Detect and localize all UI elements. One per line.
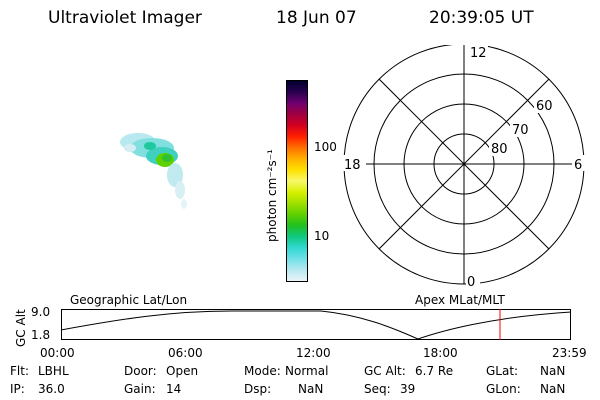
- colorbar-unit-label: photon cm⁻²s⁻¹: [265, 149, 279, 242]
- status-door-label: Door:: [124, 364, 157, 378]
- status-glon-value: NaN: [540, 382, 566, 396]
- observation-date: 18 Jun 07: [276, 8, 357, 28]
- polar-label-12: 12: [470, 46, 487, 61]
- status-gain-value: 14: [166, 382, 182, 396]
- status-seq-label: Seq:: [364, 382, 391, 396]
- timeline-x-tick-0600: 06:00: [168, 346, 203, 360]
- status-glat-label: GLat:: [486, 364, 519, 378]
- status-mode-label: Mode:: [244, 364, 281, 378]
- auroral-image: [120, 133, 187, 209]
- polar-diagonal-2: [378, 78, 550, 250]
- altitude-timeline: [61, 309, 572, 340]
- status-ip-label: IP:: [10, 382, 25, 396]
- aurora-blob: [120, 133, 187, 209]
- altitude-curve: [61, 310, 572, 340]
- status-flt-value: LBHL: [38, 364, 69, 378]
- timeline-x-tick-0000: 00:00: [40, 346, 75, 360]
- status-glon-label: GLon:: [486, 382, 521, 396]
- polar-ring-label-60: 60: [536, 99, 553, 114]
- timeline-x-tick-1200: 12:00: [296, 346, 331, 360]
- status-gcalt-label: GC Alt:: [364, 364, 406, 378]
- observation-time: 20:39:05 UT: [429, 8, 534, 28]
- timeline-x-tick-1800: 18:00: [423, 346, 458, 360]
- colorbar-tick-100: 100: [314, 140, 337, 154]
- status-mode-value: Normal: [285, 364, 329, 378]
- timeline-y-tick-low: 1.8: [31, 328, 51, 342]
- status-gain-label: Gain:: [124, 382, 156, 396]
- status-flt-label: Flt:: [10, 364, 29, 378]
- colorbar: [286, 80, 308, 282]
- timeline-y-tick-high: 9.0: [31, 305, 51, 319]
- polar-ring-label-70: 70: [512, 123, 529, 138]
- polar-ring-label-80: 80: [491, 142, 508, 157]
- app-title: Ultraviolet Imager: [48, 8, 202, 28]
- status-glat-value: NaN: [540, 364, 566, 378]
- status-ip-value: 36.0: [38, 382, 65, 396]
- status-door-value: Open: [166, 364, 199, 378]
- colorbar-tick-10: 10: [314, 229, 330, 243]
- polar-label-0: 0: [467, 275, 475, 290]
- status-gcalt-value: 6.7 Re: [415, 364, 454, 378]
- polar-plot: 12 18 6 0 60 70 80: [342, 45, 590, 290]
- timeline-x-tick-2359: 23:59: [552, 346, 587, 360]
- status-dsp-value: NaN: [298, 382, 324, 396]
- status-dsp-label: Dsp:: [244, 382, 272, 396]
- status-seq-value: 39: [400, 382, 416, 396]
- timeline-left-label: Geographic Lat/Lon: [70, 293, 188, 307]
- colorbar-gradient: [287, 81, 307, 281]
- polar-label-18: 18: [344, 158, 361, 173]
- timeline-y-axis-label: GC Alt: [14, 309, 28, 347]
- timeline-frame: [61, 309, 571, 340]
- timeline-right-label: Apex MLat/MLT: [415, 293, 505, 307]
- polar-label-6: 6: [574, 158, 582, 173]
